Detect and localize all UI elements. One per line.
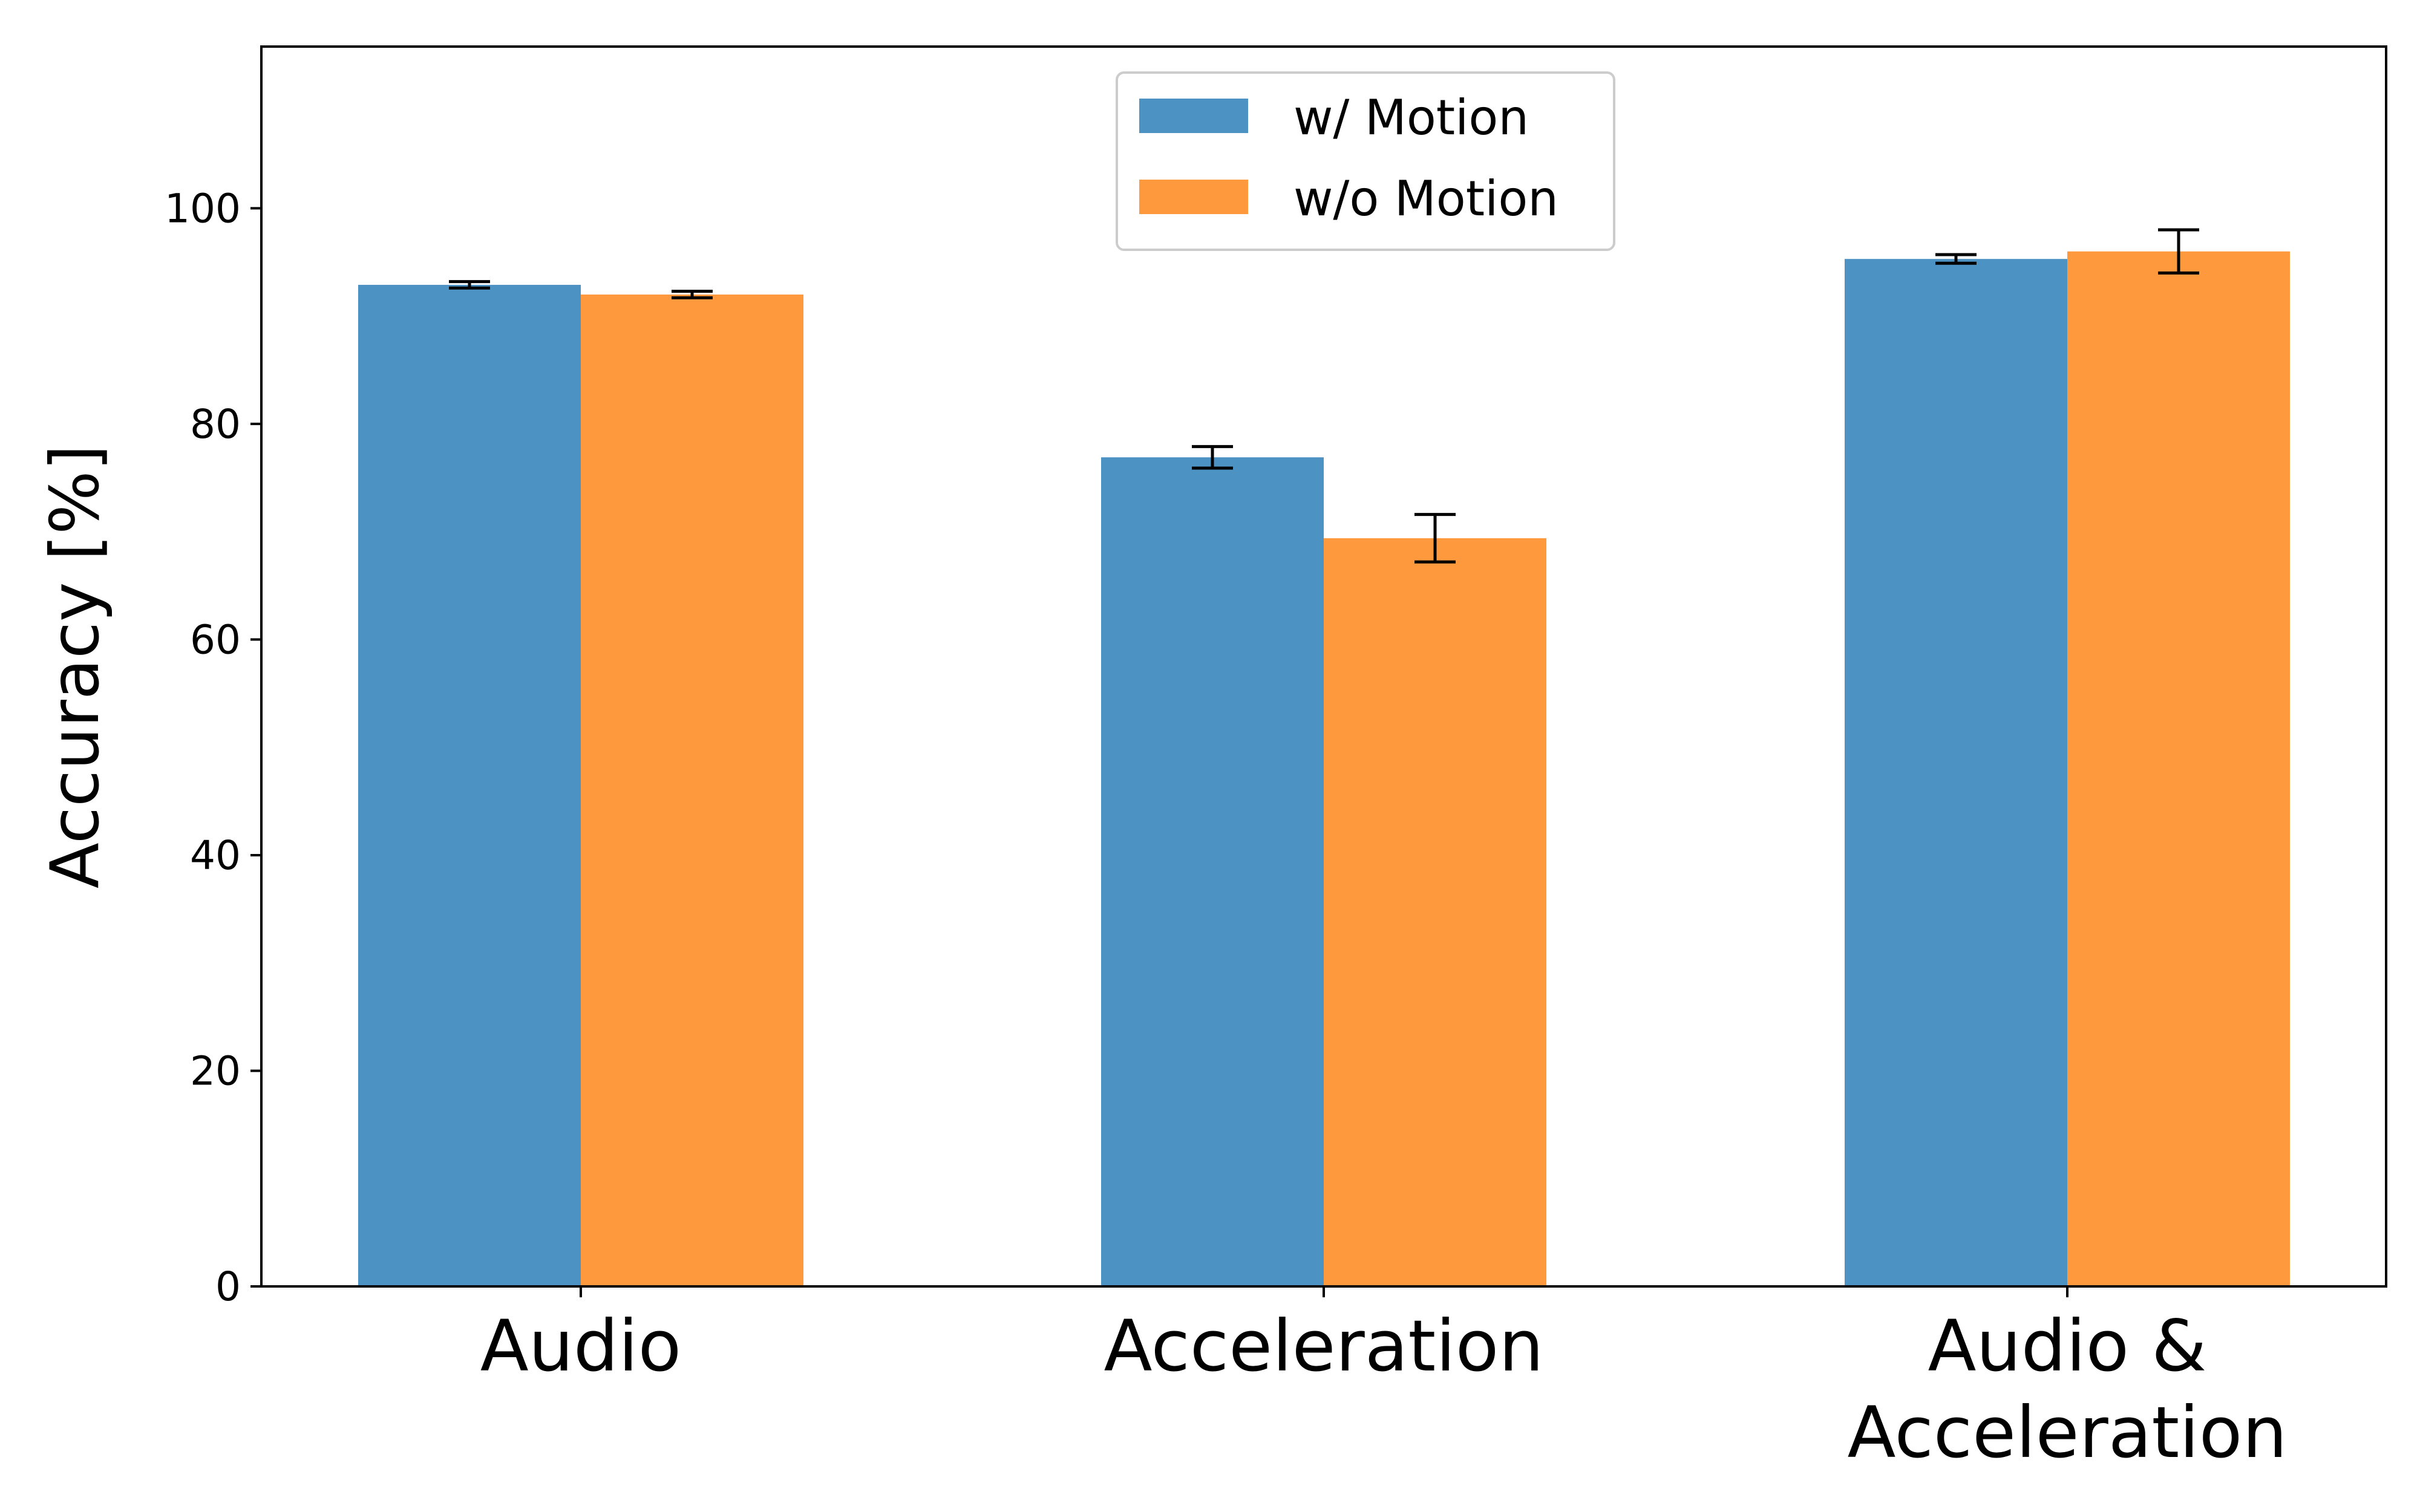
bar-w-motion-audio [358, 284, 581, 1286]
x-tick-label-line: Acceleration [1847, 1391, 2287, 1474]
y-tick-label: 20 [190, 1048, 241, 1094]
bar-w-o-motion-audio [581, 295, 803, 1286]
error-bar [1935, 253, 1977, 265]
error-bars-group [449, 228, 2199, 564]
y-axis-title: Accuracy [%] [36, 445, 114, 888]
x-tick-label-line: Audio & [1928, 1305, 2207, 1387]
y-axis: 0 20 40 60 80 100 [165, 185, 261, 1310]
legend-label-w-motion: w/ Motion [1293, 90, 1529, 146]
legend-swatch-wo-motion [1139, 180, 1248, 214]
x-tick-label-line: Audio [480, 1305, 682, 1387]
x-axis: Audio Acceleration Audio & Acceleration [480, 1286, 2288, 1474]
bar-w-o-motion-audio-acceleration [2067, 251, 2290, 1286]
error-bar [1414, 513, 1456, 564]
bar-w-motion-acceleration [1101, 457, 1324, 1287]
y-tick-label: 100 [165, 185, 241, 232]
x-tick-label-audio-acceleration: Audio & Acceleration [1847, 1305, 2287, 1474]
x-tick-label-line: Acceleration [1104, 1305, 1543, 1387]
legend-swatch-w-motion [1139, 99, 1248, 133]
legend-label-wo-motion: w/o Motion [1293, 171, 1558, 227]
error-bar [672, 290, 713, 299]
x-tick-label-audio: Audio [480, 1305, 682, 1387]
error-bar [2158, 228, 2199, 275]
y-tick-label: 80 [190, 401, 241, 448]
y-tick-label: 60 [190, 616, 241, 663]
legend: w/ Motion w/o Motion [1116, 71, 1615, 251]
x-tick-label-acceleration: Acceleration [1104, 1305, 1543, 1387]
bar-w-motion-audio-acceleration [1845, 259, 2067, 1286]
y-tick-label: 40 [190, 832, 241, 879]
error-bar [1192, 445, 1233, 470]
error-bar [449, 280, 490, 290]
bars-group [358, 251, 2290, 1287]
y-tick-label: 0 [215, 1263, 241, 1310]
bar-w-o-motion-acceleration [1324, 538, 1546, 1286]
